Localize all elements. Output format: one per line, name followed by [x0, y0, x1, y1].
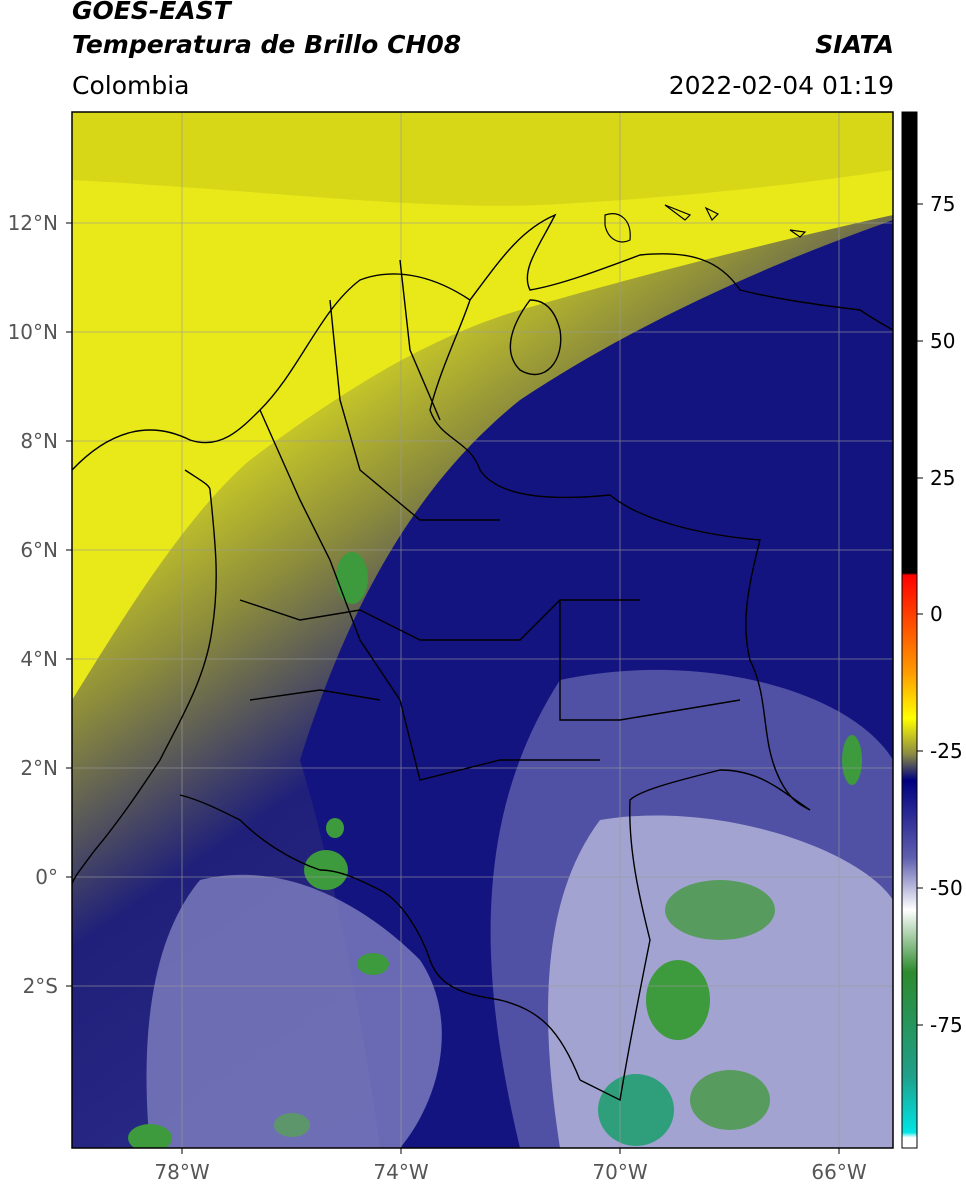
colorbar-tick-label: 50 — [930, 329, 956, 353]
lat-label: 2°S — [22, 974, 58, 998]
lat-label: 4°N — [20, 647, 58, 671]
convective-cell — [326, 818, 344, 838]
colorbar-ticks — [917, 203, 923, 1026]
lat-label: 8°N — [20, 429, 58, 453]
warm-cloud-free-region — [72, 112, 893, 700]
colorbar-tick-label: 75 — [930, 192, 956, 216]
lat-label: 12°N — [7, 211, 58, 235]
map-field — [72, 112, 893, 1148]
datetime-label: 2022-02-04 01:19 — [668, 71, 894, 100]
colorbar-tick-label: -25 — [930, 739, 963, 763]
lon-label: 66°W — [811, 1160, 867, 1184]
lat-label: 0° — [35, 865, 58, 889]
lat-label: 10°N — [7, 320, 58, 344]
convective-cell — [357, 953, 389, 975]
satellite-title: GOES-EAST — [72, 0, 231, 25]
lon-label: 70°W — [592, 1160, 648, 1184]
islands — [604, 204, 807, 243]
lat-label: 2°N — [20, 756, 58, 780]
axis-ticks — [66, 222, 840, 1154]
colorbar-tick-label: -50 — [930, 876, 963, 900]
colorbar-tick-label: 0 — [930, 602, 943, 626]
region-label: Colombia — [72, 71, 190, 100]
lon-label: 78°W — [154, 1160, 210, 1184]
convective-cell — [646, 960, 710, 1040]
lat-label: 6°N — [20, 538, 58, 562]
convective-cell — [274, 1113, 310, 1137]
map-frame — [71, 111, 894, 1149]
convective-cell — [690, 1070, 770, 1130]
graticule — [72, 112, 893, 1148]
upper-band — [72, 112, 893, 206]
colorbar-tick-label: 25 — [930, 466, 956, 490]
convective-cell — [842, 735, 862, 785]
convective-cell — [598, 1074, 674, 1146]
coastlines-and-borders — [72, 213, 893, 1102]
lon-label: 74°W — [373, 1160, 429, 1184]
convective-cell — [128, 1124, 172, 1148]
colorbar-tick-label: -75 — [930, 1013, 963, 1037]
product-title: Temperatura de Brillo CH08 — [72, 30, 462, 59]
cloud-cover-dense — [548, 815, 893, 1148]
convective-cell — [665, 880, 775, 940]
cloud-cover-southwest — [146, 874, 442, 1148]
convective-cell — [336, 552, 368, 604]
source-label: SIATA — [815, 30, 894, 59]
colorbar — [901, 111, 918, 1149]
